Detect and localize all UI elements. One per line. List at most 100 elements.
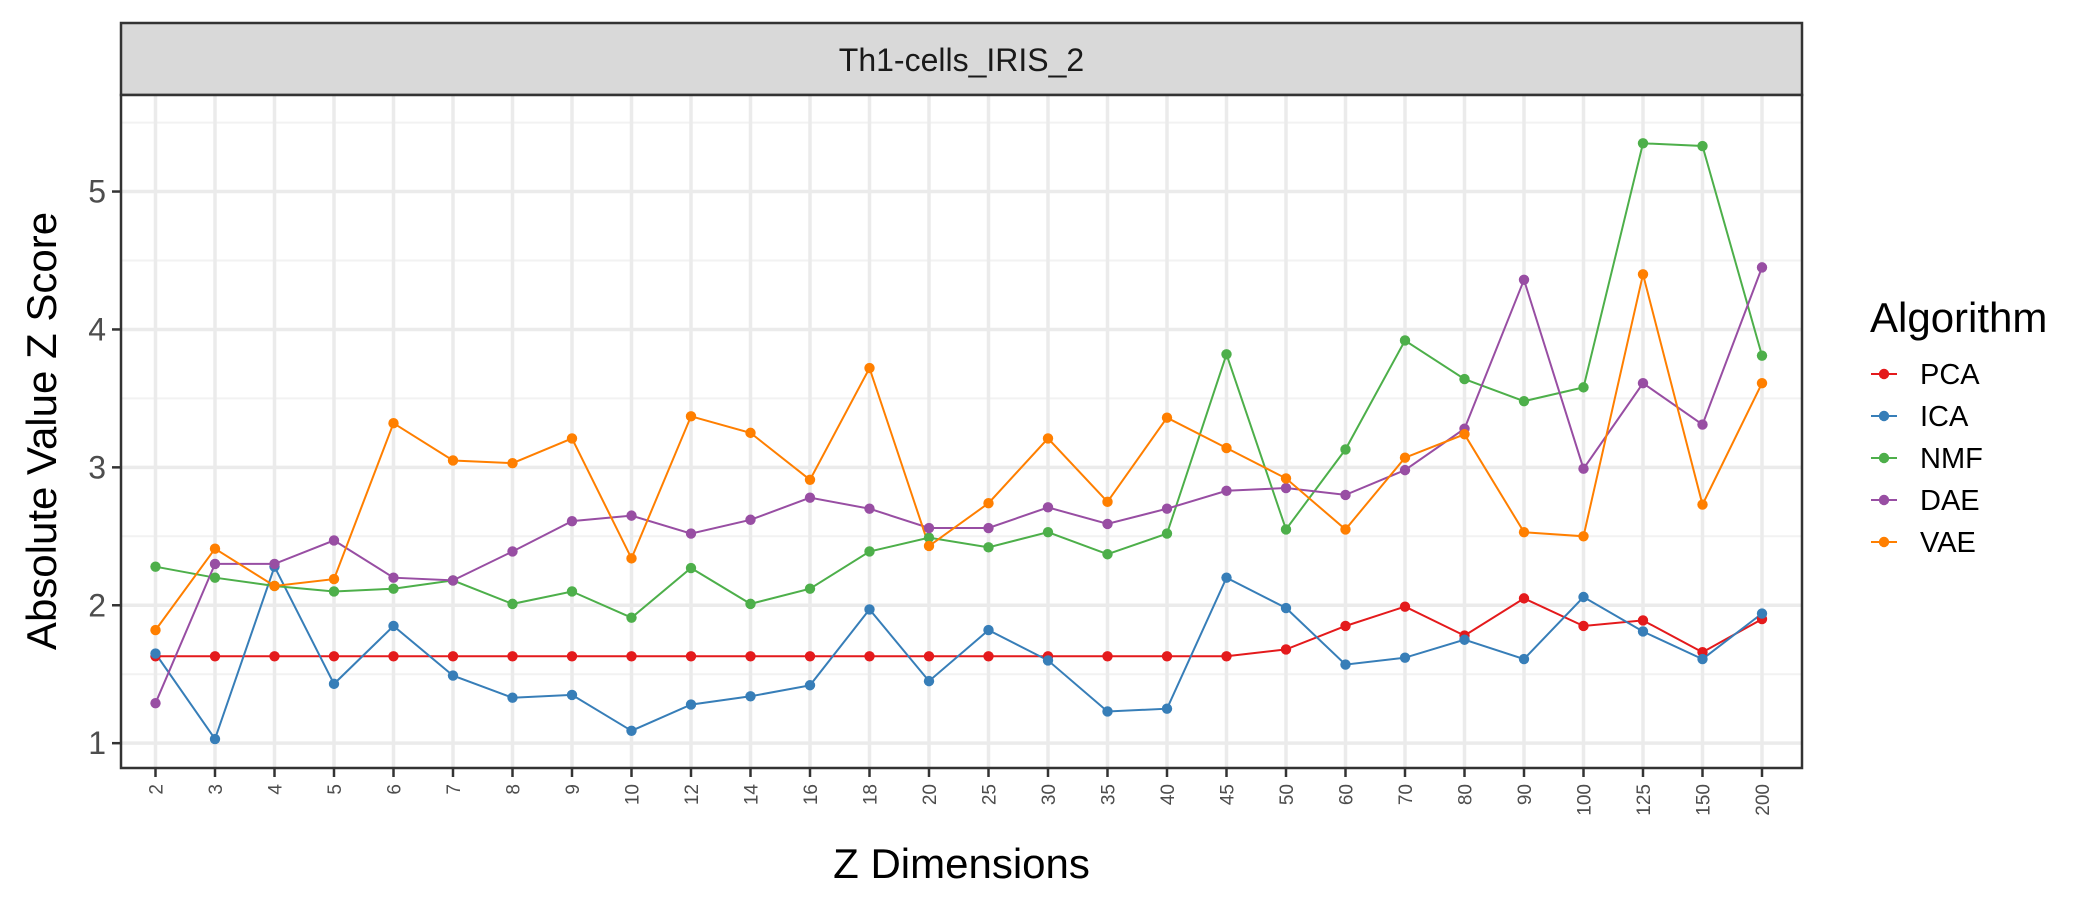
- y-axis: 1 2 3 4 5: [88, 174, 121, 761]
- data-point-pca: [1102, 651, 1113, 662]
- data-point-vae: [1756, 378, 1768, 389]
- data-point-vae: [983, 498, 994, 509]
- data-point-nmf: [209, 572, 221, 583]
- x-tick-label: 10: [623, 784, 644, 805]
- x-tick-label: 18: [861, 784, 882, 805]
- data-point-pca: [1221, 651, 1232, 662]
- legend-key-point-pca: [1878, 368, 1890, 380]
- x-tick-label: 150: [1694, 784, 1715, 816]
- data-point-dae: [864, 503, 875, 514]
- data-point-ica: [1340, 659, 1351, 670]
- data-point-nmf: [388, 583, 399, 594]
- data-point-pca: [1518, 593, 1530, 604]
- legend-label-dae: DAE: [1920, 485, 1980, 517]
- data-point-nmf: [685, 562, 697, 574]
- data-point-ica: [1399, 652, 1411, 663]
- data-point-vae: [150, 624, 161, 636]
- data-point-dae: [1756, 262, 1768, 273]
- data-point-vae: [1637, 269, 1649, 280]
- data-point-ica: [864, 604, 875, 615]
- x-tick-label: 30: [1039, 784, 1060, 805]
- data-point-pca: [864, 651, 875, 662]
- x-tick-label: 100: [1575, 784, 1596, 816]
- x-tick-label: 5: [325, 784, 346, 795]
- data-point-dae: [1578, 463, 1589, 474]
- data-point-vae: [1340, 524, 1351, 535]
- data-point-dae: [328, 535, 340, 546]
- data-point-vae: [864, 362, 875, 374]
- legend-key-point-dae: [1878, 494, 1890, 506]
- data-point-vae: [1102, 496, 1113, 508]
- data-point-dae: [1042, 502, 1054, 513]
- data-point-nmf: [1756, 350, 1768, 361]
- x-tick-label: 125: [1634, 784, 1655, 816]
- data-point-ica: [923, 675, 935, 687]
- data-point-ica: [507, 692, 518, 703]
- data-point-dae: [1221, 485, 1232, 497]
- grid-major: [121, 95, 1802, 768]
- data-point-vae: [626, 553, 637, 564]
- x-tick-label: 200: [1753, 784, 1774, 816]
- series-line-dae: [154, 267, 1763, 704]
- data-point-pca: [745, 651, 756, 662]
- data-point-dae: [1340, 489, 1351, 501]
- data-point-nmf: [1221, 349, 1232, 360]
- x-tick-label: 25: [980, 784, 1001, 805]
- data-point-vae: [328, 573, 340, 585]
- data-point-pca: [1399, 601, 1411, 612]
- plot-panel-border: [119, 93, 1804, 770]
- data-point-ica: [447, 670, 459, 681]
- x-tick-label: 8: [504, 784, 525, 795]
- x-tick-label: 40: [1158, 784, 1179, 805]
- x-tick-label: 4: [266, 784, 287, 795]
- legend-key-point-nmf: [1878, 452, 1890, 464]
- series-line-ica: [154, 564, 1763, 742]
- data-point-pca: [328, 651, 340, 662]
- data-point-nmf: [1340, 444, 1351, 455]
- y-tick-label: 3: [88, 449, 106, 485]
- data-point-vae: [1280, 473, 1292, 484]
- y-tick-label: 5: [88, 174, 106, 210]
- data-point-dae: [804, 492, 816, 503]
- series-points: [150, 138, 1768, 745]
- data-point-ica: [1697, 653, 1708, 665]
- data-point-nmf: [1518, 395, 1530, 407]
- plot-panel: [121, 95, 1802, 768]
- data-point-pca: [1161, 651, 1173, 662]
- data-point-nmf: [923, 532, 935, 543]
- data-point-ica: [1161, 703, 1173, 714]
- data-point-ica: [566, 689, 578, 701]
- x-tick-label: 20: [920, 784, 941, 805]
- data-point-ica: [209, 733, 221, 745]
- y-tick-label: 1: [88, 725, 106, 761]
- data-point-pca: [1578, 620, 1589, 632]
- series-line-nmf: [155, 142, 1763, 619]
- data-point-vae: [1221, 442, 1232, 454]
- data-point-dae: [269, 558, 280, 570]
- data-point-nmf: [626, 612, 637, 623]
- data-point-vae: [566, 433, 578, 444]
- x-tick-label: 2: [147, 784, 168, 795]
- data-point-pca: [1340, 620, 1351, 632]
- data-point-nmf: [1459, 373, 1470, 385]
- series-line-vae: [154, 274, 1763, 631]
- data-point-ica: [745, 691, 756, 702]
- data-point-nmf: [1161, 528, 1173, 539]
- data-point-nmf: [150, 561, 161, 572]
- data-point-nmf: [864, 546, 875, 557]
- data-point-dae: [1161, 503, 1173, 514]
- data-point-dae: [1280, 482, 1292, 494]
- legend: Algorithm PCA ICA NMF DAE VAE: [1870, 294, 2047, 559]
- data-point-dae: [745, 514, 756, 525]
- data-point-dae: [1399, 464, 1411, 476]
- data-point-ica: [1637, 626, 1649, 637]
- data-point-nmf: [1637, 138, 1649, 149]
- data-point-ica: [1042, 655, 1054, 666]
- data-point-nmf: [1697, 140, 1708, 152]
- data-point-dae: [209, 558, 221, 570]
- data-point-vae: [269, 580, 280, 592]
- x-tick-label: 7: [444, 784, 465, 795]
- data-point-ica: [983, 624, 994, 636]
